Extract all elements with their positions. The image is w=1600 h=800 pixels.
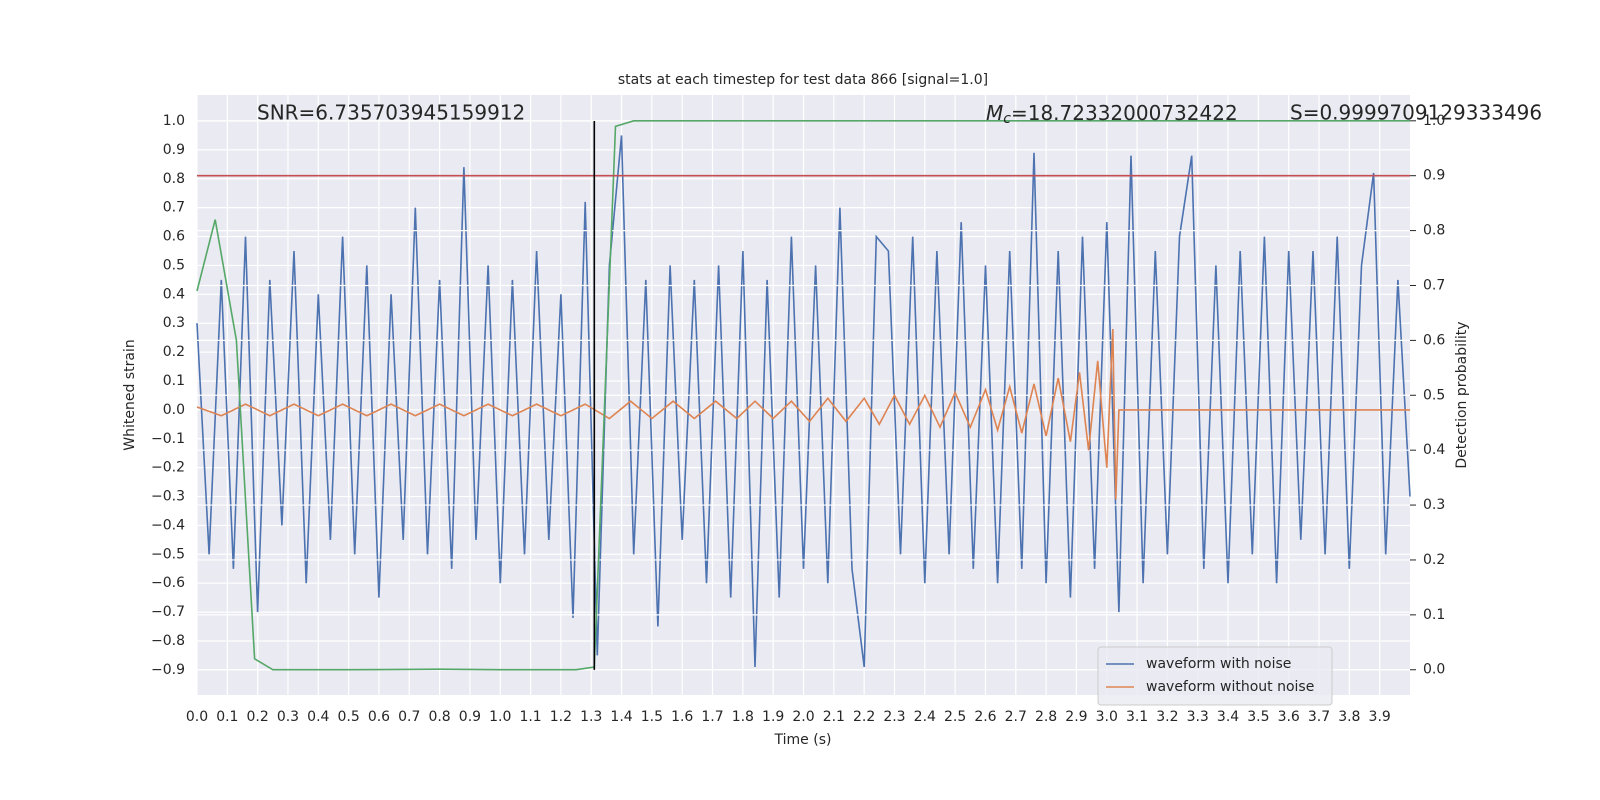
y-tick-label: −0.9 — [151, 662, 185, 678]
x-tick-label: 1.8 — [732, 709, 754, 725]
y-tick-label: 0.4 — [163, 286, 185, 302]
y-tick-label: 0.0 — [163, 402, 185, 418]
y-tick-label: −0.4 — [151, 517, 185, 533]
y-axis-label: Whitened strain — [122, 339, 138, 450]
x-tick-label: 1.7 — [701, 709, 723, 725]
mc-symbol: M — [986, 101, 1003, 125]
x-tick-label: 3.9 — [1369, 709, 1391, 725]
x-tick-label: 3.0 — [1096, 709, 1118, 725]
overlay-layer: waveform with noise waveform without nois… — [1097, 646, 1333, 706]
y-tick-label: −0.2 — [151, 460, 185, 476]
x-tick-label: 2.4 — [914, 709, 936, 725]
x-axis-label: Time (s) — [774, 732, 832, 748]
y-tick-label: 1.0 — [163, 113, 185, 129]
x-tick-label: 3.3 — [1187, 709, 1209, 725]
y-tick-label: −0.3 — [151, 489, 185, 505]
y2-tick-label: 0.3 — [1423, 497, 1445, 513]
x-tick-label: 1.9 — [762, 709, 784, 725]
y2-tick-label: 0.9 — [1423, 168, 1445, 184]
y-tick-label: 0.8 — [163, 171, 185, 187]
x-tick-label: 2.6 — [974, 709, 996, 725]
x-tick-label: 2.0 — [792, 709, 814, 725]
y2-tick-label: 0.5 — [1423, 387, 1445, 403]
y-tick-label: 0.6 — [163, 229, 185, 245]
y-tick-label: 0.3 — [163, 315, 185, 331]
y-tick-label: −0.8 — [151, 633, 185, 649]
y2-tick-label: 0.8 — [1423, 223, 1445, 239]
x-tick-label: 0.7 — [398, 709, 420, 725]
y-tick-label: −0.1 — [151, 431, 185, 447]
x-tick-label: 1.4 — [610, 709, 632, 725]
x-tick-label: 0.9 — [459, 709, 481, 725]
y2-tick-label: 0.6 — [1423, 332, 1445, 348]
y2-tick-label: 0.0 — [1423, 662, 1445, 678]
x-tick-label: 2.7 — [1005, 709, 1027, 725]
x-tick-label: 2.3 — [883, 709, 905, 725]
x-tick-label: 0.1 — [216, 709, 238, 725]
y2-tick-label: 0.2 — [1423, 552, 1445, 568]
x-tick-label: 3.8 — [1338, 709, 1360, 725]
mc-text: =18.72332000732422 — [1011, 101, 1238, 125]
x-tick-label: 0.8 — [428, 709, 450, 725]
x-tick-label: 3.5 — [1247, 709, 1269, 725]
y-tick-label: 0.5 — [163, 257, 185, 273]
y-tick-label: −0.5 — [151, 546, 185, 562]
x-tick-label: 0.0 — [186, 709, 208, 725]
x-tick-label: 1.5 — [641, 709, 663, 725]
y-tick-label: 0.2 — [163, 344, 185, 360]
y-tick-label: −0.6 — [151, 575, 185, 591]
y2-axis-label: Detection probability — [1454, 321, 1470, 468]
x-tick-label: 2.8 — [1035, 709, 1057, 725]
y2-tick-label: 0.7 — [1423, 277, 1445, 293]
series-line — [196, 135, 1411, 668]
x-tick-label: 2.9 — [1065, 709, 1087, 725]
reference-line — [196, 120, 1410, 671]
x-tick-label: 0.4 — [307, 709, 329, 725]
y-tick-label: 0.1 — [163, 373, 185, 389]
x-tick-label: 1.2 — [550, 709, 572, 725]
y2-tick-label: 0.4 — [1423, 442, 1445, 458]
x-tick-label: 3.2 — [1156, 709, 1178, 725]
x-tick-label: 2.1 — [823, 709, 845, 725]
legend-label: waveform without noise — [1146, 679, 1314, 695]
y-tick-label: 0.9 — [163, 142, 185, 158]
x-tick-label: 0.5 — [337, 709, 359, 725]
x-tick-label: 1.0 — [489, 709, 511, 725]
x-tick-label: 1.6 — [671, 709, 693, 725]
x-tick-label: 3.1 — [1126, 709, 1148, 725]
x-tick-label: 2.2 — [853, 709, 875, 725]
x-tick-label: 1.1 — [519, 709, 541, 725]
x-tick-label: 3.7 — [1308, 709, 1330, 725]
legend-label: waveform with noise — [1146, 656, 1291, 672]
x-tick-label: 0.6 — [368, 709, 390, 725]
mc-annotation: Mc=18.72332000732422 — [986, 101, 1238, 128]
x-tick-label: 3.6 — [1278, 709, 1300, 725]
snr-annotation: SNR=6.735703945159912 — [257, 101, 525, 125]
x-tick-label: 3.4 — [1217, 709, 1239, 725]
mc-subscript: c — [1003, 111, 1011, 127]
x-tick-label: 2.5 — [944, 709, 966, 725]
y2-tick-label: 1.0 — [1423, 113, 1445, 129]
series-line — [196, 328, 1410, 500]
y-tick-label: −0.7 — [151, 604, 185, 620]
chart-title: stats at each timestep for test data 866… — [618, 72, 988, 88]
y-tick-label: 0.7 — [163, 200, 185, 216]
x-tick-label: 0.3 — [277, 709, 299, 725]
legend-box — [1097, 646, 1333, 706]
y2-tick-label: 0.1 — [1423, 607, 1445, 623]
x-tick-label: 0.2 — [247, 709, 269, 725]
s-annotation: S=0.9999709129333496 — [1290, 101, 1542, 125]
x-tick-label: 1.3 — [580, 709, 602, 725]
